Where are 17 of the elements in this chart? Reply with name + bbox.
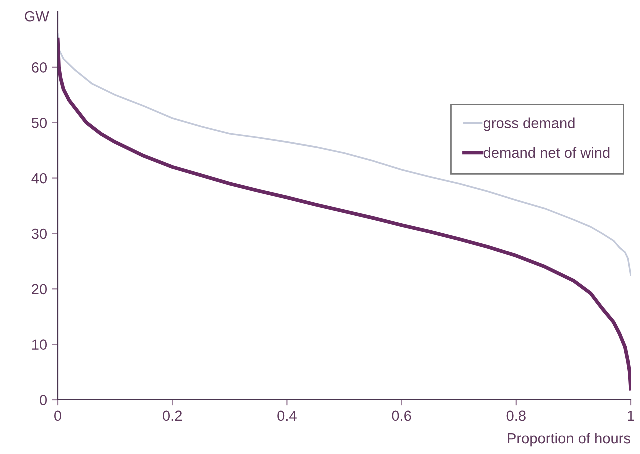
x-axis-title: Proportion of hours bbox=[508, 432, 630, 447]
legend-label: gross demand bbox=[484, 118, 575, 132]
y-tick-label: 0 bbox=[40, 395, 48, 406]
x-tick-label: 0 bbox=[54, 410, 62, 422]
legend-label: demand net of wind bbox=[484, 147, 610, 158]
y-axis-title: GW bbox=[25, 11, 50, 22]
y-tick-label: 40 bbox=[32, 173, 48, 184]
x-tick-label: 0.6 bbox=[392, 410, 412, 422]
x-tick-label: 0.2 bbox=[163, 410, 182, 422]
y-tick-label: 50 bbox=[32, 118, 48, 128]
x-tick-label: 0.8 bbox=[506, 410, 526, 422]
x-tick-label: 1 bbox=[628, 410, 634, 421]
y-tick-label: 30 bbox=[32, 228, 48, 240]
y-tick-label: 60 bbox=[32, 62, 48, 73]
y-tick-label: 10 bbox=[32, 340, 48, 350]
y-tick-label: 20 bbox=[32, 284, 48, 295]
x-tick-label: 0.4 bbox=[278, 410, 297, 422]
